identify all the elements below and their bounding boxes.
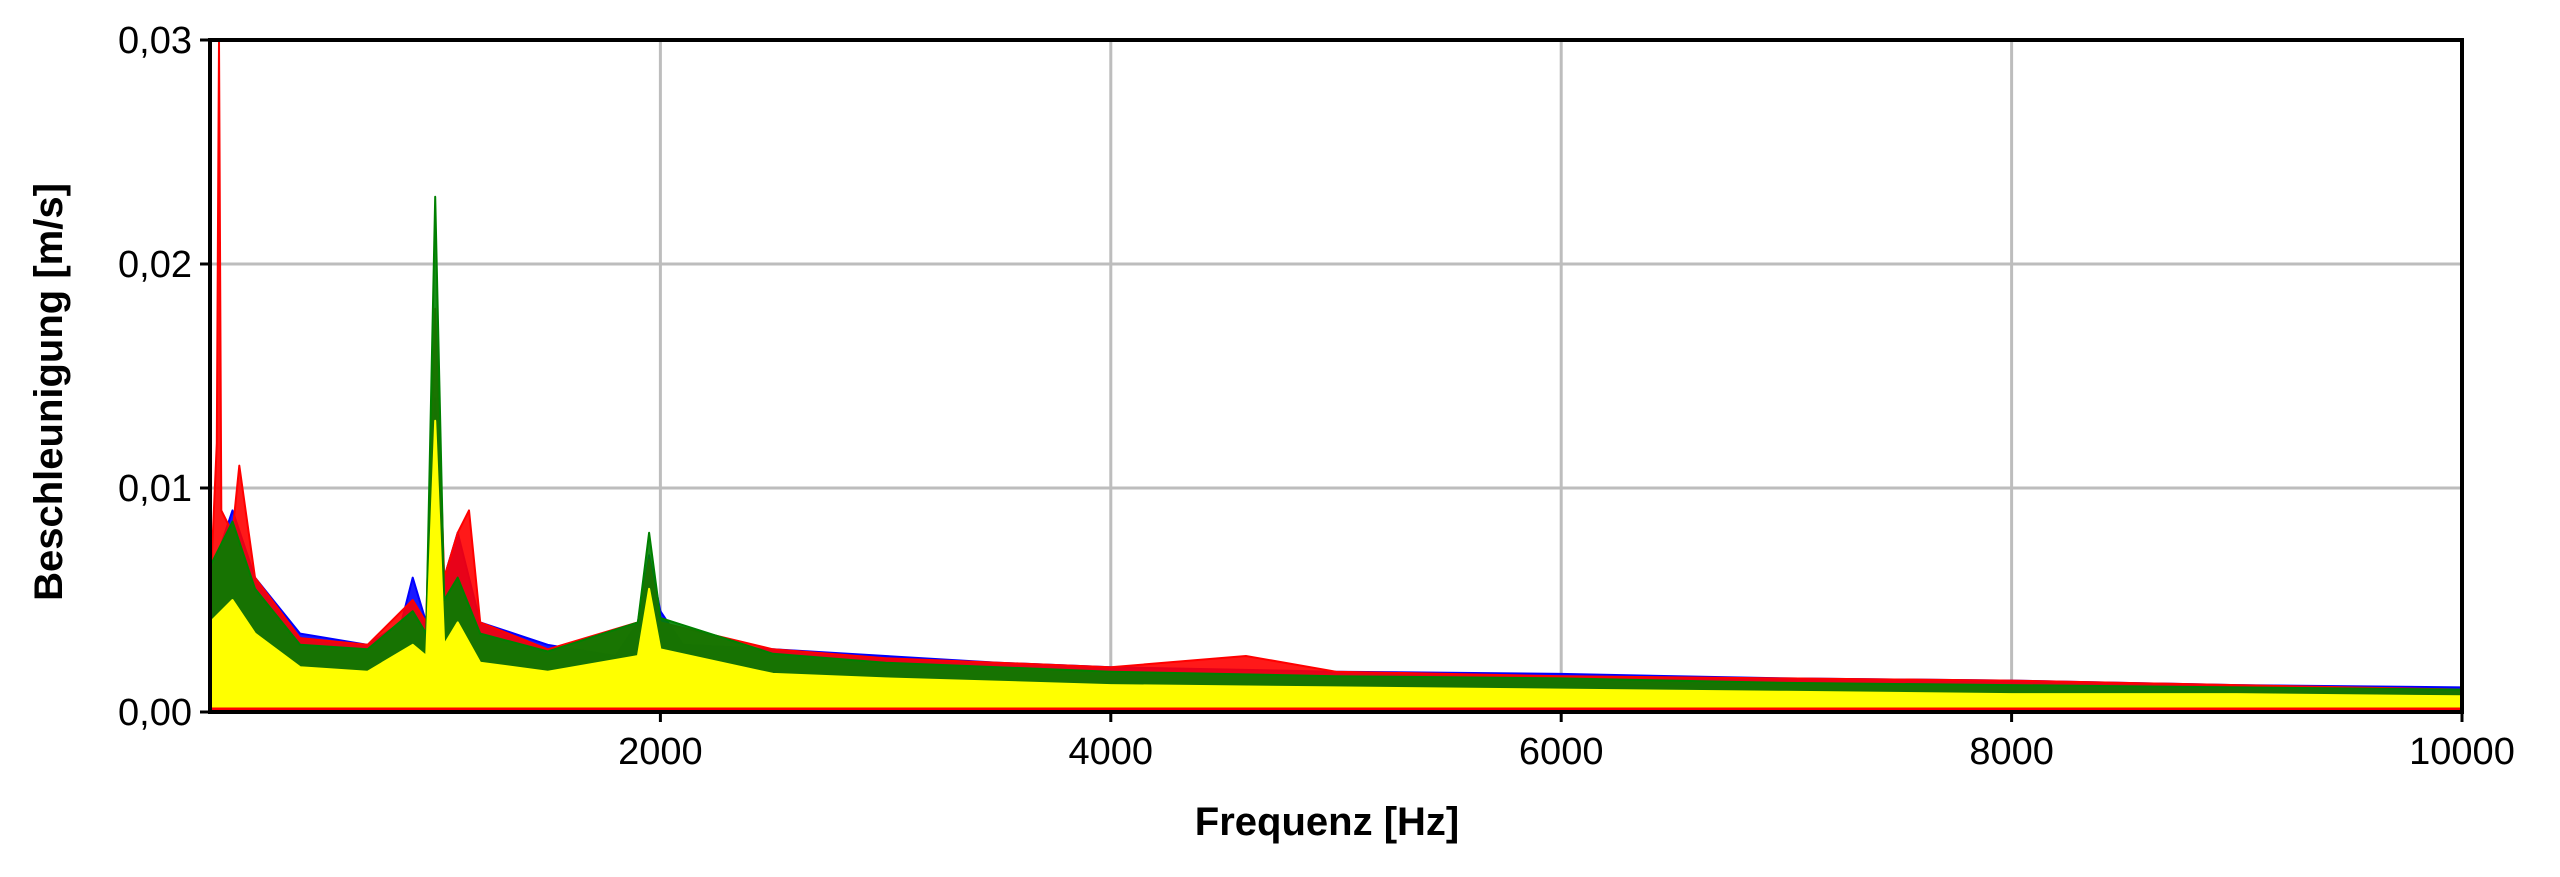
y-tick-label: 0,03 xyxy=(118,20,192,62)
series-area-2 xyxy=(210,197,2462,712)
y-tick-labels: 0,00 0,01 0,02 0,03 xyxy=(118,20,192,734)
plot-frame xyxy=(210,40,2462,712)
x-tick-labels: 2000 4000 6000 8000 10000 xyxy=(618,731,2515,773)
x-tick-label: 4000 xyxy=(1069,731,1154,773)
x-tick-label: 6000 xyxy=(1519,731,1604,773)
grid-lines xyxy=(210,40,2462,712)
y-tick-label: 0,01 xyxy=(118,468,192,510)
x-tick-label: 10000 xyxy=(2409,731,2515,773)
x-tick-label: 2000 xyxy=(618,731,703,773)
y-tick-label: 0,00 xyxy=(118,692,192,734)
y-tick-label: 0,02 xyxy=(118,244,192,286)
series-layer xyxy=(210,40,2462,712)
series-area-1 xyxy=(210,40,2462,712)
y-axis-title: Beschleunigung [m/s] xyxy=(27,183,71,601)
tick-marks xyxy=(200,40,2462,722)
x-tick-label: 8000 xyxy=(1969,731,2054,773)
x-axis-title: Frequenz [Hz] xyxy=(1195,800,1459,844)
